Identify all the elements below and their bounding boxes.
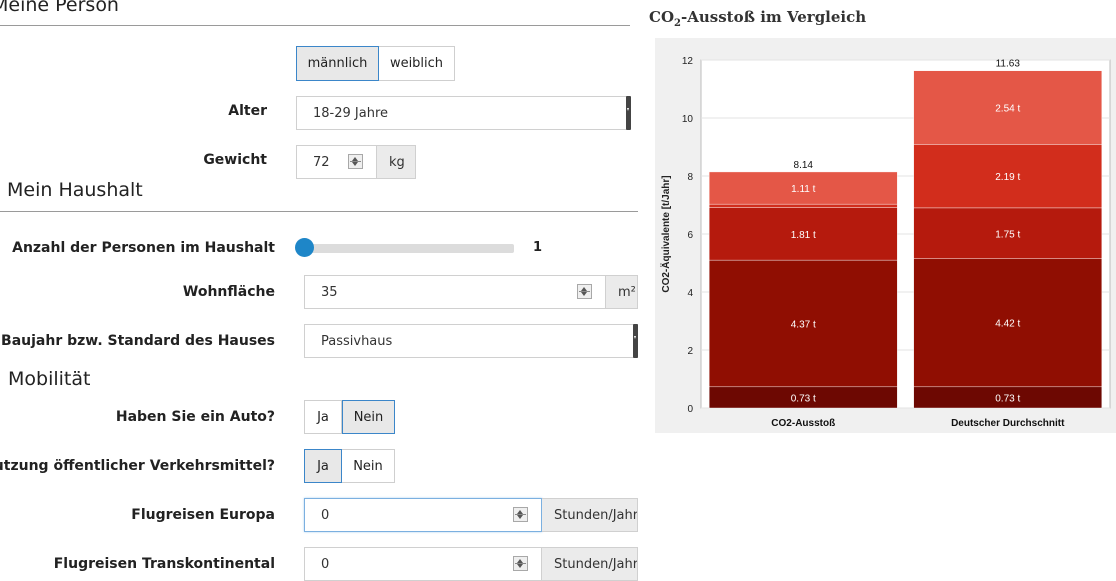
- age-select-value: 18-29 Jahre: [313, 105, 389, 121]
- x-tick-label: CO2-Ausstoß: [771, 418, 835, 429]
- y-tick-label: 4: [687, 288, 693, 299]
- flights-europe-value: 0: [321, 507, 330, 523]
- bar-segment-label: 1.11 t: [791, 184, 815, 195]
- area-value: 35: [321, 284, 338, 300]
- bar-segment-label: 2.54 t: [995, 104, 1020, 115]
- y-tick-label: 8: [687, 172, 693, 183]
- building-standard-dropdown-arrow-icon[interactable]: [633, 324, 638, 358]
- car-no-button[interactable]: Nein: [342, 400, 395, 434]
- bar-segment: [708, 207, 898, 261]
- transit-yes-button[interactable]: Ja: [304, 449, 342, 483]
- chart-title: CO2-Ausstoß im Vergleich: [649, 8, 866, 29]
- bar-total-label: 11.63: [996, 59, 1021, 70]
- gender-female-button[interactable]: weiblich: [379, 46, 455, 81]
- flights-intercont-unit: Stunden/Jahr: [542, 547, 638, 581]
- co2-stacked-bar-chart: 0 2 4 6 8 10 12 CO2-Äquivalente [t/Jahr] 0.73 t 4…: [659, 56, 1111, 429]
- section-title-mobility: Mobilität: [8, 368, 91, 390]
- x-tick-label: Deutscher Durchschnitt: [951, 418, 1065, 429]
- bar-segment-label: 0.73 t: [791, 393, 816, 404]
- bar-segment-label: 2.19 t: [995, 172, 1020, 183]
- weight-stepper-icon[interactable]: [348, 154, 363, 169]
- section-title-household: Mein Haushalt: [7, 179, 143, 201]
- weight-label: Gewicht: [203, 152, 267, 168]
- section-divider: [0, 25, 630, 26]
- bar-total-label: 8.14: [794, 160, 814, 171]
- car-label: Haben Sie ein Auto?: [115, 409, 275, 425]
- chart-title-subscript: 2: [674, 18, 681, 29]
- bar-segment: [913, 70, 1103, 145]
- y-tick-label: 6: [687, 230, 693, 241]
- household-persons-value: 1: [533, 240, 543, 255]
- flights-intercont-input[interactable]: 0: [304, 547, 542, 581]
- chart-panel: 0 2 4 6 8 10 12 CO2-Äquivalente [t/Jahr] 0.73 t 4…: [655, 38, 1116, 433]
- building-standard-select[interactable]: Passivhaus: [304, 324, 638, 358]
- car-yes-button[interactable]: Ja: [304, 400, 342, 434]
- weight-value: 72: [313, 154, 330, 170]
- age-label: Alter: [228, 103, 267, 119]
- area-stepper-icon[interactable]: [577, 284, 592, 299]
- bar-segment-label: 1.75 t: [995, 229, 1020, 240]
- flights-intercont-stepper-icon[interactable]: [513, 556, 528, 571]
- gender-toggle: männlich weiblich: [296, 46, 455, 81]
- household-persons-slider-handle[interactable]: [295, 238, 314, 257]
- weight-unit: kg: [377, 145, 416, 179]
- transit-toggle: Ja Nein: [304, 449, 395, 483]
- y-tick-label: 10: [682, 114, 694, 125]
- area-input[interactable]: 35: [304, 275, 606, 309]
- area-unit: m²: [606, 275, 638, 309]
- bar-segment: [913, 207, 1103, 259]
- household-persons-label: Anzahl der Personen im Haushalt: [12, 240, 275, 256]
- transit-label: Nutzung öffentlicher Verkehrsmittel?: [0, 458, 275, 474]
- bar-segment-label: 0.73 t: [995, 393, 1020, 404]
- transit-no-button[interactable]: Nein: [342, 449, 395, 483]
- flights-intercont-label: Flugreisen Transkontinental: [53, 556, 275, 572]
- y-tick-label: 12: [682, 56, 694, 67]
- bar-segment: [708, 171, 898, 205]
- flights-europe-stepper-icon[interactable]: [513, 507, 528, 522]
- age-dropdown-arrow-icon[interactable]: [626, 96, 631, 130]
- y-tick-label: 0: [687, 404, 693, 415]
- building-standard-value: Passivhaus: [321, 333, 393, 349]
- bar-segment-label: 4.42 t: [995, 319, 1020, 330]
- building-standard-label: Baujahr bzw. Standard des Hauses: [1, 333, 275, 349]
- bar-segment: [913, 258, 1103, 388]
- car-toggle: Ja Nein: [304, 400, 395, 434]
- y-axis-label: CO2-Äquivalente [t/Jahr]: [659, 175, 672, 292]
- bar-segment: [708, 203, 898, 208]
- flights-europe-input[interactable]: 0: [304, 498, 542, 532]
- gender-male-button[interactable]: männlich: [296, 46, 379, 81]
- weight-input[interactable]: 72: [296, 145, 377, 179]
- flights-europe-unit: Stunden/Jahr: [542, 498, 638, 532]
- chart-title-rest: -Ausstoß im Vergleich: [680, 8, 867, 26]
- flights-europe-label: Flugreisen Europa: [131, 507, 275, 523]
- section-divider: [0, 211, 638, 212]
- area-label: Wohnfläche: [182, 284, 275, 300]
- flights-intercont-value: 0: [321, 556, 330, 572]
- bar-segment-label: 1.81 t: [791, 230, 816, 241]
- household-persons-slider-track[interactable]: [304, 244, 514, 253]
- chart-title-main: CO: [649, 8, 675, 26]
- section-title-person: Meine Person: [0, 0, 119, 16]
- bar-segment-label: 4.37 t: [791, 319, 816, 330]
- y-tick-label: 2: [687, 346, 693, 357]
- bar-segment: [708, 259, 898, 388]
- age-select[interactable]: 18-29 Jahre: [296, 96, 630, 130]
- bar-segment: [913, 144, 1103, 209]
